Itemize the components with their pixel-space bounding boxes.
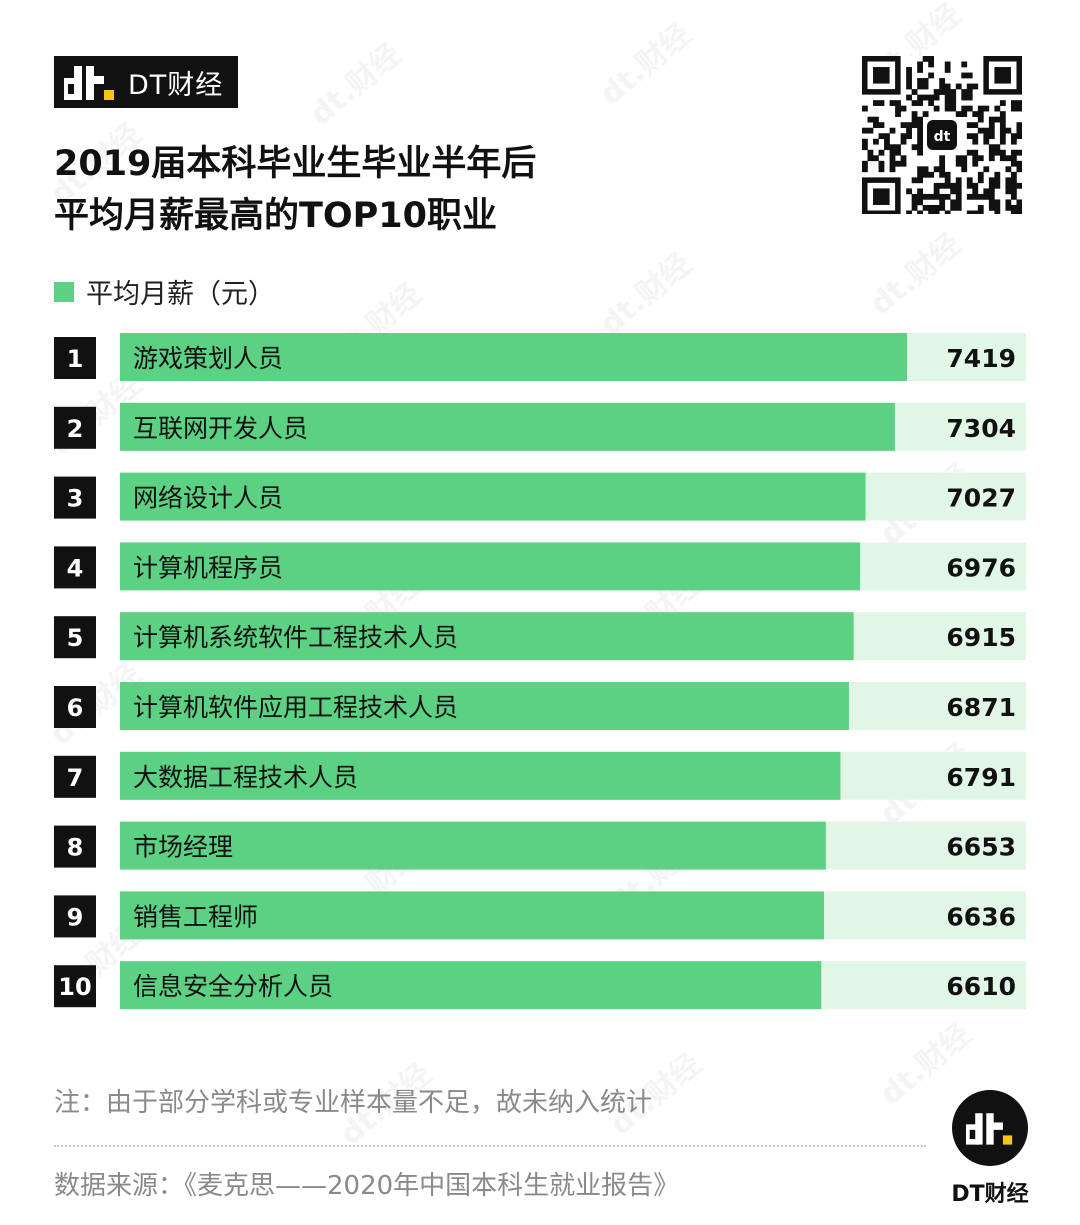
category-label: 信息安全分析人员: [133, 972, 333, 1001]
rank-label: 9: [67, 903, 84, 931]
dt-logo-icon: [952, 1090, 1028, 1166]
rank-label: 6: [67, 694, 84, 722]
bar-track: [120, 961, 1026, 1010]
rank-box: [54, 406, 96, 449]
footer-brand: DT财经: [951, 1182, 1029, 1207]
title-line-2: 平均月薪最高的TOP10职业: [54, 196, 497, 236]
bar-track: [120, 682, 1026, 730]
value-label: 6610: [946, 972, 1016, 1001]
watermark: dt.财经: [318, 831, 429, 934]
watermark: dt.财经: [38, 911, 149, 1014]
bar: [120, 891, 825, 940]
bar: [120, 751, 841, 800]
bar-track: [120, 472, 1026, 521]
footnote: 注：由于部分学科或专业样本量不足，故未纳入统计: [54, 1088, 653, 1118]
rank-box: [54, 686, 96, 728]
rank-label: 2: [67, 415, 84, 443]
watermark: dt.财经: [38, 651, 149, 754]
watermark: dt.财经: [868, 451, 979, 554]
category-label: 销售工程师: [133, 902, 258, 931]
divider: [54, 1145, 926, 1147]
brand-name: DT财经: [128, 69, 224, 101]
bar: [120, 402, 895, 451]
category-label: 游戏策划人员: [133, 344, 283, 373]
watermark: dt.财经: [868, 731, 979, 834]
rank-label: 7: [67, 764, 84, 792]
rank-box: [54, 825, 96, 868]
rank-box: [54, 337, 96, 379]
data-source: 数据来源：《麦克思——2020年中国本科生就业报告》: [54, 1171, 680, 1201]
watermark: dt.财经: [868, 1011, 979, 1114]
rank-box: [54, 755, 96, 798]
rank-label: 3: [67, 485, 84, 513]
watermark: dt.财经: [598, 561, 709, 664]
category-label: 计算机程序员: [133, 553, 283, 582]
rank-label: 4: [67, 554, 84, 582]
value-label: 6976: [946, 553, 1016, 582]
value-label: 6653: [946, 833, 1016, 862]
value-label: 6871: [946, 693, 1016, 722]
bar: [120, 821, 826, 870]
bar-track: [120, 612, 1026, 661]
bar: [120, 612, 854, 661]
category-label: 市场经理: [133, 833, 233, 862]
rank-box: [54, 616, 96, 659]
bar-track: [120, 542, 1026, 591]
dt-logo-icon: [64, 64, 116, 100]
rank-box: [54, 546, 96, 589]
category-label: 互联网开发人员: [133, 414, 308, 443]
brand-badge: DT财经: [54, 56, 238, 108]
value-label: 7419: [946, 344, 1016, 373]
bar: [120, 961, 822, 1010]
watermark: dt.财经: [588, 241, 699, 344]
watermark: dt.财经: [318, 271, 429, 374]
title-line-1: 2019届本科毕业生毕业半年后: [54, 144, 537, 184]
category-label: 大数据工程技术人员: [133, 763, 358, 792]
watermark: dt.财经: [318, 561, 429, 664]
bar-track: [120, 402, 1026, 451]
category-label: 网络设计人员: [133, 484, 283, 513]
rank-label: 8: [67, 834, 84, 862]
value-label: 7304: [946, 414, 1016, 443]
page-title: 2019届本科毕业生毕业半年后 平均月薪最高的TOP10职业: [54, 138, 814, 242]
value-label: 6791: [946, 763, 1016, 792]
bar: [120, 472, 866, 521]
rank-label: 10: [58, 973, 91, 1001]
rank-box: [54, 895, 96, 938]
value-label: 6636: [946, 902, 1016, 931]
legend-swatch: [54, 281, 74, 302]
bar-track: [120, 821, 1026, 870]
qr-code-icon: dt: [862, 56, 1023, 217]
watermark: dt.财经: [598, 821, 709, 924]
watermark: dt.财经: [298, 31, 409, 134]
category-label: 计算机系统软件工程技术人员: [133, 623, 458, 652]
bar: [120, 682, 849, 730]
bar-track: [120, 891, 1026, 940]
chart-legend: 平均月薪（元）: [54, 272, 275, 311]
watermark: dt.财经: [588, 11, 699, 114]
legend-label: 平均月薪（元）: [86, 279, 275, 310]
watermark: dt.财经: [858, 221, 969, 324]
bar: [120, 542, 861, 591]
category-label: 计算机软件应用工程技术人员: [133, 693, 458, 722]
rank-box: [54, 965, 96, 1008]
bar-track: [120, 333, 1026, 381]
rank-label: 1: [67, 345, 84, 373]
value-label: 7027: [946, 484, 1016, 513]
bar-track: [120, 751, 1026, 800]
rank-box: [54, 476, 96, 519]
svg-text:dt: dt: [934, 129, 951, 145]
value-label: 6915: [946, 623, 1016, 652]
rank-label: 5: [67, 624, 84, 652]
watermark: dt.财经: [38, 361, 149, 464]
bar: [120, 333, 908, 381]
